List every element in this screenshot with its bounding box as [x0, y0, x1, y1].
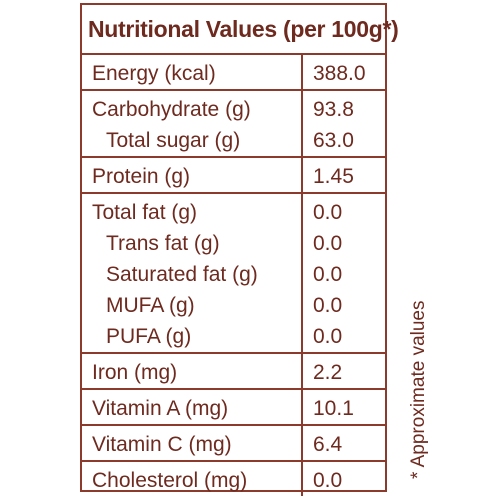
nutrient-values-column: 6.4	[303, 426, 385, 460]
approximate-values-footnote: * Approximate values	[408, 300, 429, 480]
row-group-protein: Protein (g) 1.45	[82, 158, 385, 194]
nutrient-values-column: 93.8 63.0	[303, 91, 385, 156]
nutrient-name: Vitamin C (mg)	[92, 433, 232, 456]
row-group-carbohydrate: Carbohydrate (g) Total sugar (g) 93.8 63…	[82, 91, 385, 158]
nutrient-value: 0.0	[313, 469, 343, 492]
nutrient-name: Protein (g)	[92, 165, 191, 188]
nutrient-name: Vitamin A (mg)	[92, 397, 229, 420]
nutrient-values-column: 0.0 0.0 0.0 0.0 0.0	[303, 194, 385, 352]
nutrient-names-column: Iron (mg)	[82, 354, 303, 388]
nutrient-value: 6.4	[313, 433, 343, 456]
nutrient-name: Carbohydrate (g)	[92, 98, 251, 121]
nutrient-name: Iron (mg)	[92, 361, 178, 384]
nutrient-names-column: Energy (kcal)	[82, 55, 303, 89]
nutrient-value: 0.0	[313, 263, 343, 286]
table-title: Nutritional Values (per 100g*)	[82, 5, 399, 55]
row-group-iron: Iron (mg) 2.2	[82, 354, 385, 390]
nutrient-name: Total fat (g)	[92, 201, 198, 224]
row-group-energy: Energy (kcal) 388.0	[82, 55, 385, 91]
nutrient-value: 10.1	[313, 397, 354, 420]
nutrient-subname: Saturated fat (g)	[106, 263, 258, 286]
nutrient-subname: Trans fat (g)	[106, 232, 220, 255]
nutrient-value: 63.0	[313, 129, 354, 152]
nutrient-value: 0.0	[313, 294, 343, 317]
nutrient-value: 388.0	[313, 62, 366, 85]
nutrient-value: 0.0	[313, 325, 343, 348]
row-group-vitamin-a: Vitamin A (mg) 10.1	[82, 390, 385, 426]
nutrition-table: Nutritional Values (per 100g*) Energy (k…	[80, 3, 399, 496]
nutrient-values-column: 388.0	[303, 55, 385, 89]
nutrient-subname: MUFA (g)	[106, 294, 195, 317]
nutrient-names-column: Vitamin C (mg)	[82, 426, 303, 460]
row-group-vitamin-c: Vitamin C (mg) 6.4	[82, 426, 385, 462]
nutrient-values-column: 0.0	[303, 462, 385, 496]
nutrient-values-column: 10.1	[303, 390, 385, 424]
nutrient-name: Cholesterol (mg)	[92, 469, 248, 492]
nutrient-values-column: 2.2	[303, 354, 385, 388]
nutrient-names-column: Vitamin A (mg)	[82, 390, 303, 424]
nutrient-value: 93.8	[313, 98, 354, 121]
row-group-fat: Total fat (g) Trans fat (g) Saturated fa…	[82, 194, 385, 354]
nutrient-values-column: 1.45	[303, 158, 385, 192]
nutrient-names-column: Cholesterol (mg)	[82, 462, 303, 496]
nutrient-subname: PUFA (g)	[106, 325, 192, 348]
nutrient-names-column: Protein (g)	[82, 158, 303, 192]
nutrient-names-column: Carbohydrate (g) Total sugar (g)	[82, 91, 303, 156]
nutrient-value: 2.2	[313, 361, 343, 384]
nutrient-value: 0.0	[313, 232, 343, 255]
row-group-cholesterol: Cholesterol (mg) 0.0	[82, 462, 385, 496]
nutrient-value: 0.0	[313, 201, 343, 224]
nutrient-subname: Total sugar (g)	[106, 129, 241, 152]
nutrient-name: Energy (kcal)	[92, 62, 216, 85]
nutrient-value: 1.45	[313, 165, 354, 188]
nutrient-names-column: Total fat (g) Trans fat (g) Saturated fa…	[82, 194, 303, 352]
